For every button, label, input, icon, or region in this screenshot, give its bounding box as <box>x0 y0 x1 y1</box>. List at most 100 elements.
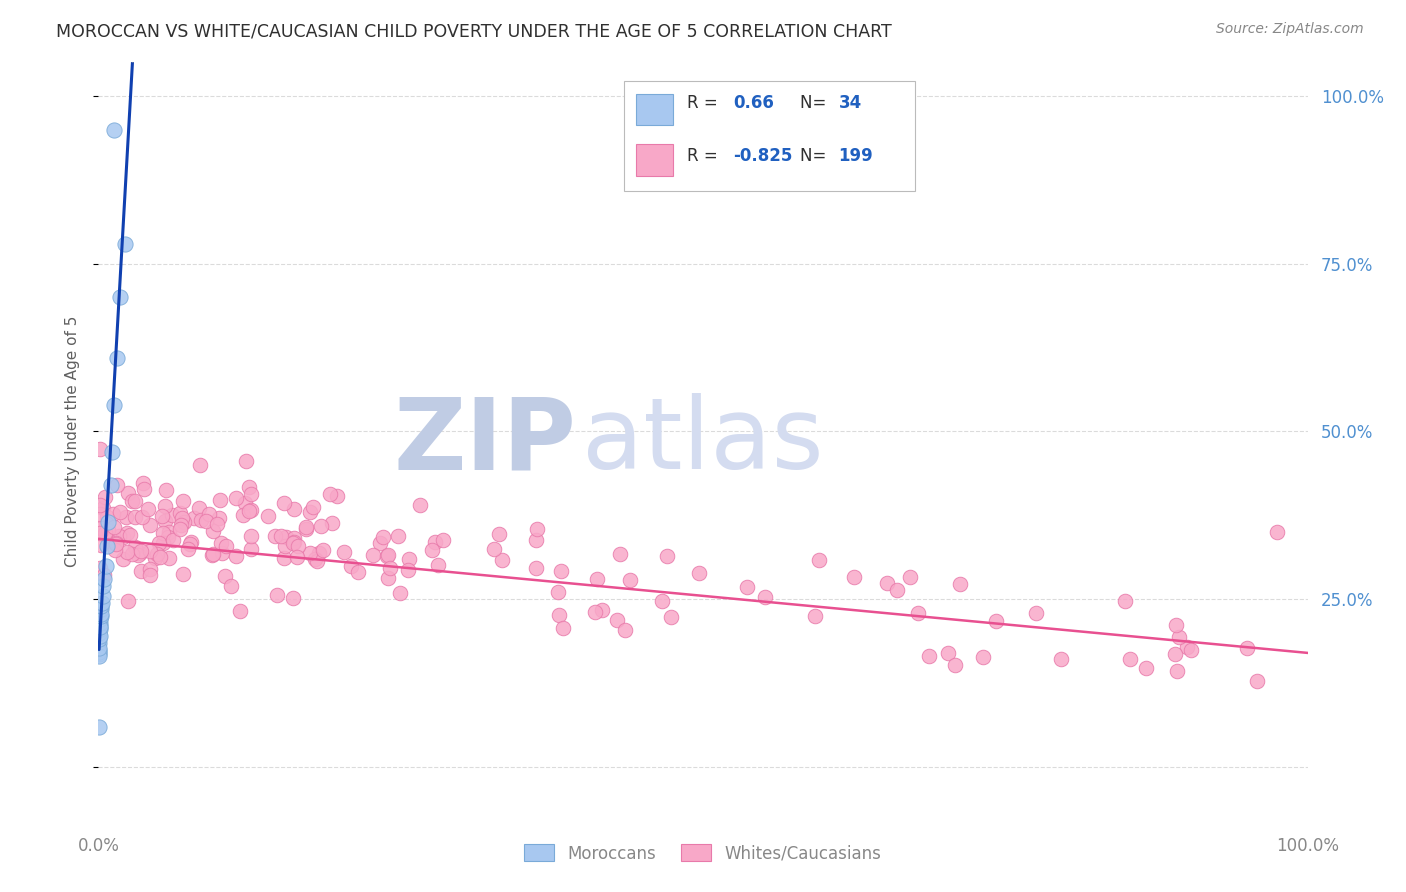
Point <box>488 527 510 541</box>
Text: Source: ZipAtlas.com: Source: ZipAtlas.com <box>1216 22 1364 37</box>
Point <box>1267 525 1289 540</box>
Point <box>209 535 232 549</box>
Point <box>90 602 112 616</box>
Point <box>886 582 908 597</box>
Point <box>103 122 125 136</box>
Point <box>270 529 292 543</box>
Point <box>1025 606 1047 620</box>
Point <box>157 524 180 539</box>
Point <box>1114 594 1136 608</box>
Point <box>427 558 450 572</box>
Point <box>103 520 125 534</box>
Point <box>347 565 370 579</box>
Point <box>735 580 758 594</box>
Point <box>240 503 263 517</box>
Point <box>148 535 170 549</box>
Point <box>420 543 443 558</box>
Point <box>103 398 125 412</box>
Y-axis label: Child Poverty Under the Age of 5: Child Poverty Under the Age of 5 <box>65 316 80 567</box>
Point <box>93 567 115 582</box>
Point <box>115 525 138 540</box>
Point <box>149 549 172 564</box>
Point <box>87 642 110 657</box>
Point <box>1175 640 1198 654</box>
Point <box>170 518 193 533</box>
Point <box>96 509 118 524</box>
Point <box>298 505 321 519</box>
Text: N=: N= <box>800 146 831 165</box>
Point <box>321 516 343 530</box>
Point <box>225 549 247 563</box>
Point <box>155 483 177 498</box>
Point <box>180 535 202 549</box>
Point <box>195 514 218 528</box>
Point <box>143 551 166 566</box>
Point <box>586 572 609 586</box>
Point <box>239 487 262 501</box>
Point <box>524 561 547 575</box>
Point <box>283 535 305 549</box>
Point <box>311 518 333 533</box>
Point <box>754 591 776 605</box>
Point <box>117 486 139 500</box>
Point <box>93 572 115 586</box>
Point <box>423 535 446 549</box>
Point <box>200 548 222 562</box>
Point <box>90 538 112 552</box>
Point <box>169 506 191 520</box>
Point <box>177 541 200 556</box>
Point <box>157 551 180 566</box>
Point <box>89 526 111 541</box>
Text: 199: 199 <box>838 146 873 165</box>
Point <box>651 594 673 608</box>
Point <box>232 508 254 522</box>
Point <box>287 540 309 554</box>
Point <box>256 508 278 523</box>
Point <box>108 505 131 519</box>
Legend: Moroccans, Whites/Caucasians: Moroccans, Whites/Caucasians <box>517 838 889 869</box>
Point <box>124 510 146 524</box>
Point <box>89 620 111 634</box>
Text: 34: 34 <box>838 94 862 112</box>
Point <box>138 567 160 582</box>
Point <box>105 351 128 365</box>
Point <box>94 525 117 540</box>
Point <box>208 493 231 508</box>
Text: R =: R = <box>688 146 723 165</box>
Point <box>132 482 155 496</box>
Point <box>583 606 606 620</box>
Point <box>326 489 349 503</box>
Point <box>91 501 114 516</box>
Point <box>484 542 506 557</box>
Point <box>124 494 146 508</box>
Point <box>87 636 110 650</box>
Point <box>398 563 420 577</box>
Point <box>238 480 260 494</box>
Point <box>129 543 152 558</box>
Point <box>94 558 117 573</box>
Point <box>152 535 174 549</box>
Point <box>89 644 111 658</box>
Point <box>1135 661 1157 675</box>
Point <box>378 560 401 574</box>
Point <box>157 530 180 544</box>
Point <box>127 549 149 563</box>
Point <box>398 552 420 566</box>
Point <box>103 507 125 521</box>
Point <box>94 516 117 530</box>
Point <box>319 487 342 501</box>
Text: R =: R = <box>688 94 723 112</box>
Point <box>104 542 127 557</box>
Point <box>172 511 194 525</box>
Point <box>307 554 329 568</box>
Text: N=: N= <box>800 94 831 112</box>
Point <box>89 625 111 640</box>
FancyBboxPatch shape <box>637 145 672 177</box>
Point <box>89 629 111 643</box>
Text: 0.66: 0.66 <box>734 94 775 112</box>
Point <box>1164 618 1187 632</box>
Point <box>205 516 228 531</box>
Point <box>108 529 131 543</box>
Point <box>281 591 304 606</box>
Point <box>173 515 195 529</box>
